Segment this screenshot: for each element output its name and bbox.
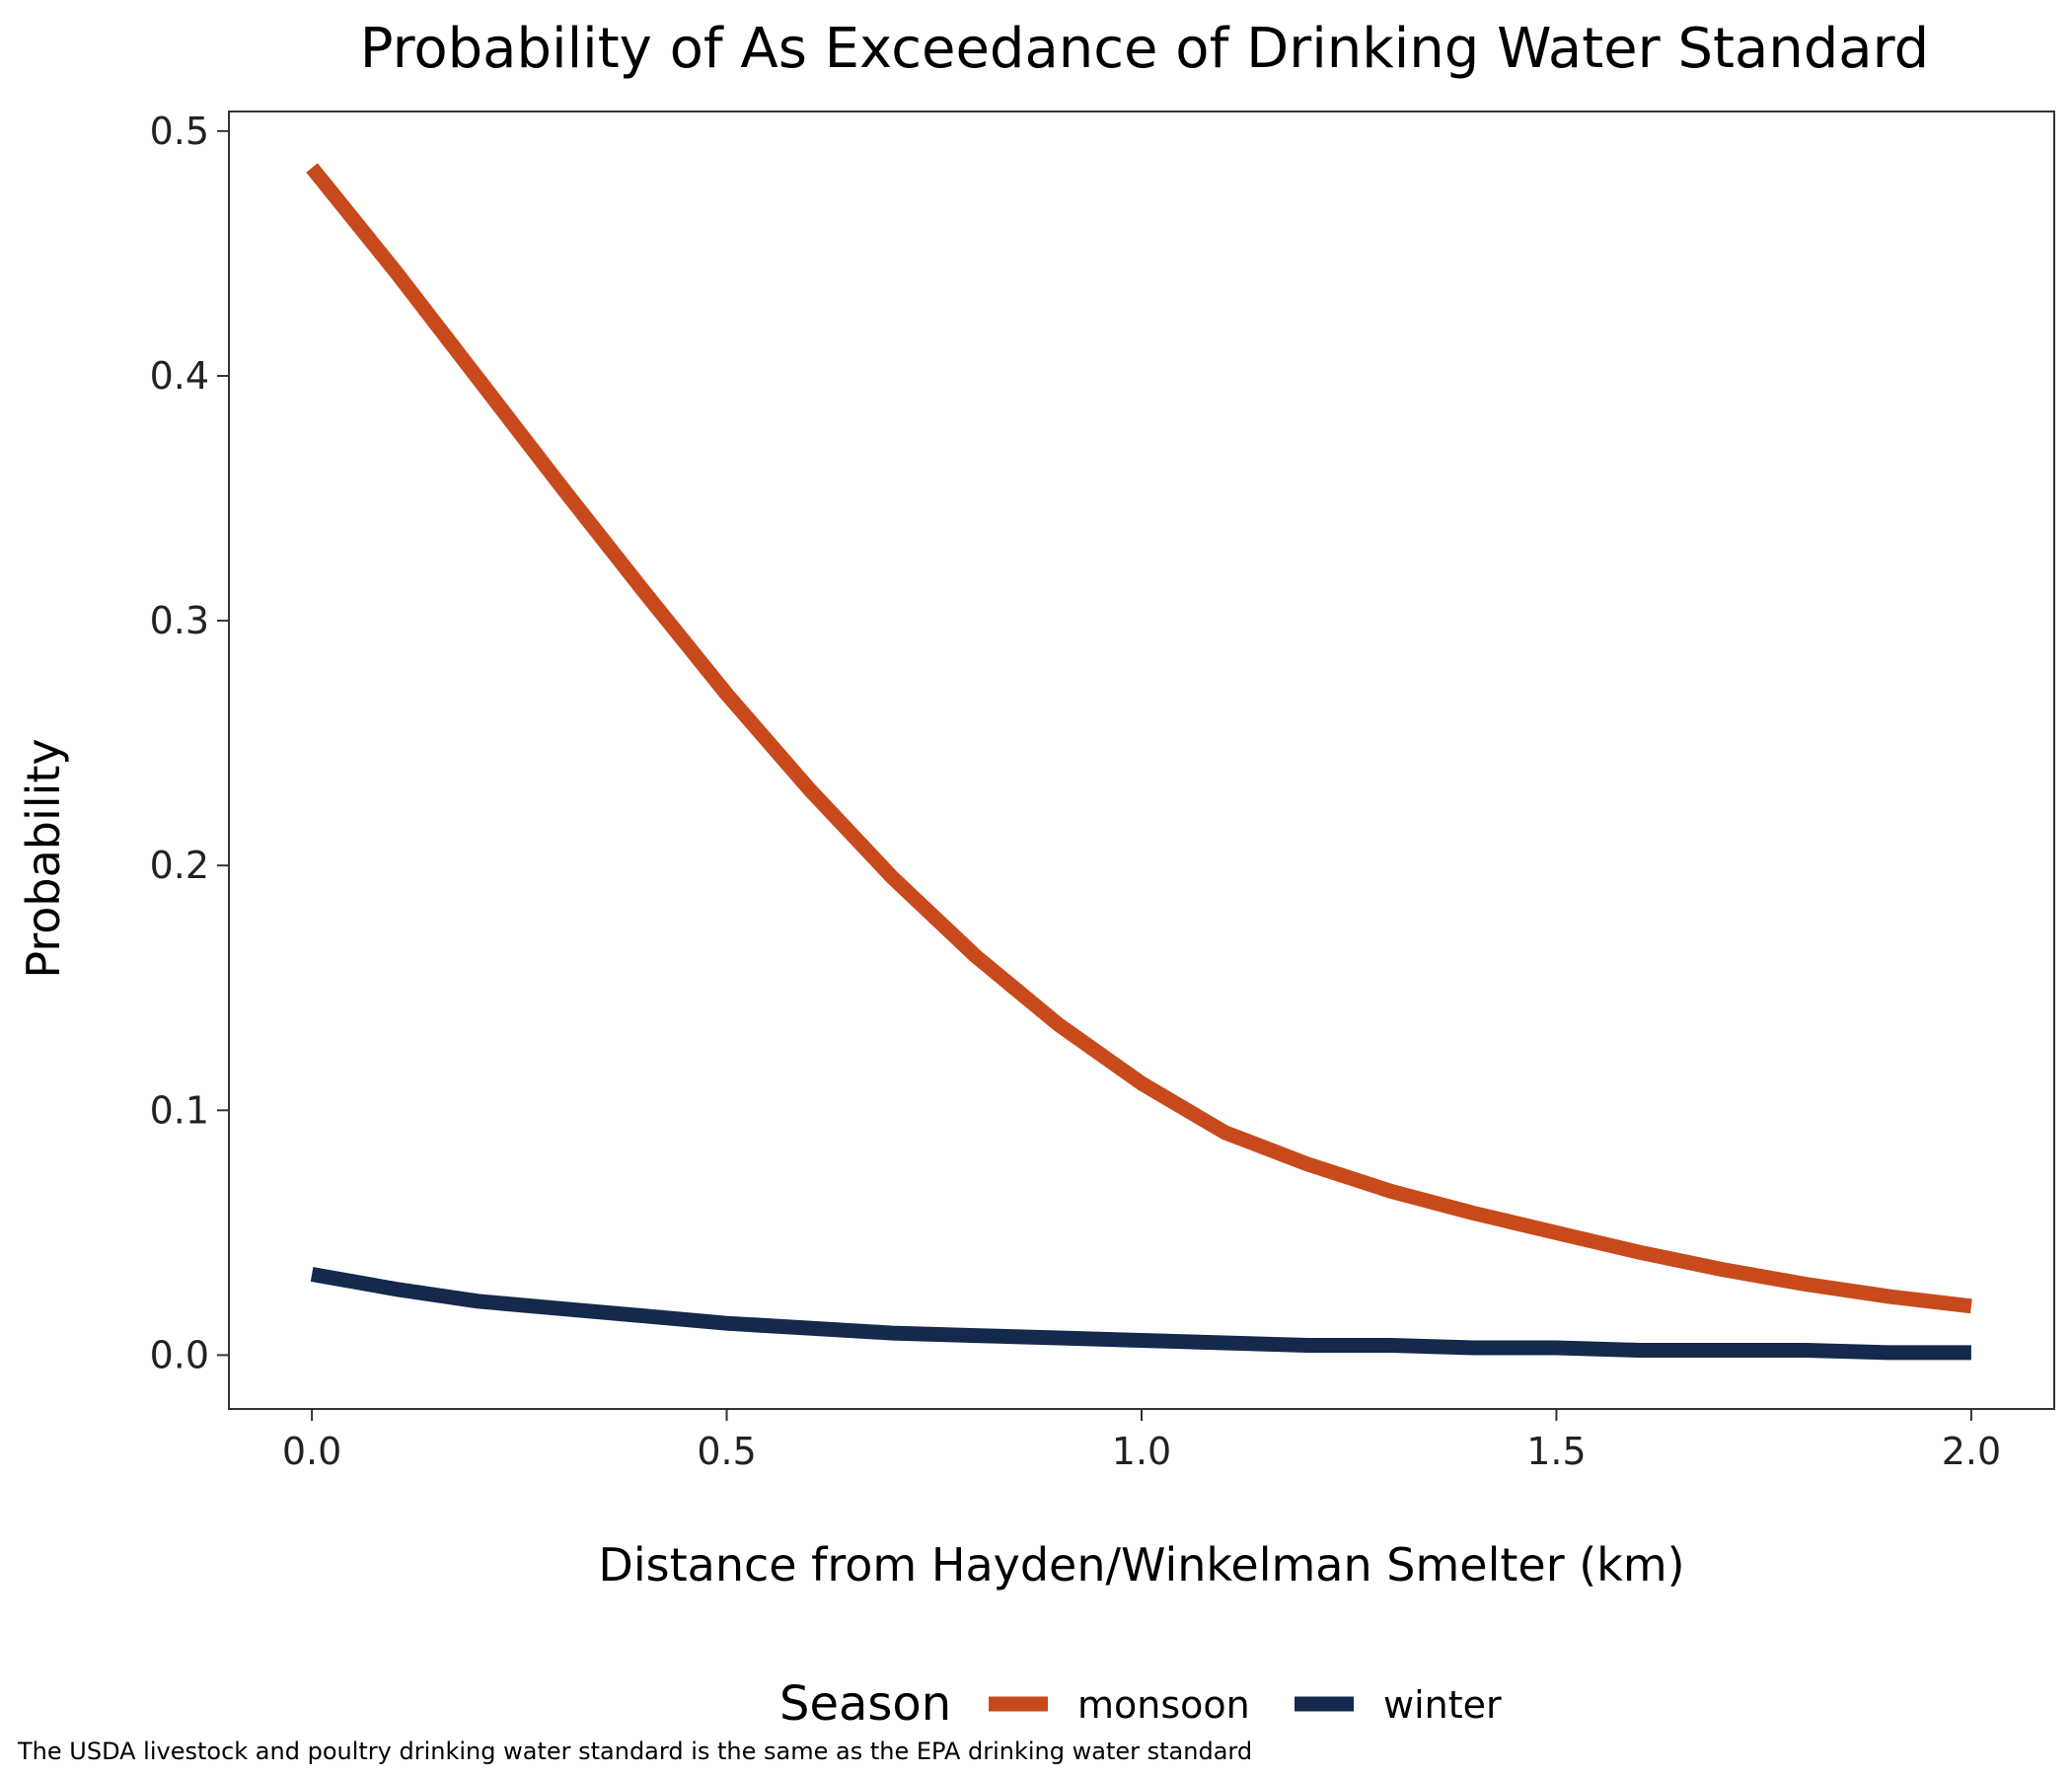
legend-label-monsoon: monsoon (1077, 1683, 1250, 1727)
y-tick-label: 0.3 (150, 599, 209, 642)
x-tick-label: 1.5 (1526, 1430, 1586, 1473)
legend-title: Season (779, 1676, 951, 1732)
plot-panel (228, 111, 2055, 1410)
chart-title: Probability of As Exceedance of Drinking… (360, 17, 1929, 81)
x-tick-label: 0.0 (282, 1430, 341, 1473)
y-tick-label: 0.4 (150, 354, 209, 398)
series-lines (306, 163, 1972, 1361)
y-tick-label: 0.2 (150, 844, 209, 887)
series-line-winter (310, 1267, 1971, 1361)
legend: Season monsoon winter (779, 1676, 1502, 1732)
x-axis-title: Distance from Hayden/Winkelman Smelter (… (598, 1538, 1684, 1591)
x-tick-label: 1.0 (1112, 1430, 1171, 1473)
x-axis: 0.0 0.5 1.0 1.5 2.0 (282, 1409, 2001, 1473)
series-line-monsoon (306, 163, 1972, 1314)
x-tick-label: 2.0 (1942, 1430, 2001, 1473)
y-axis-title: Probability (17, 738, 70, 978)
y-tick-label: 0.5 (150, 110, 209, 153)
legend-label-winter: winter (1383, 1683, 1502, 1727)
y-tick-label: 0.0 (150, 1333, 209, 1376)
x-tick-label: 0.5 (697, 1430, 756, 1473)
chart-caption: The USDA livestock and poultry drinking … (17, 1738, 1252, 1765)
y-tick-label: 0.1 (150, 1088, 209, 1132)
y-axis: 0.0 0.1 0.2 0.3 0.4 0.5 (150, 110, 229, 1376)
